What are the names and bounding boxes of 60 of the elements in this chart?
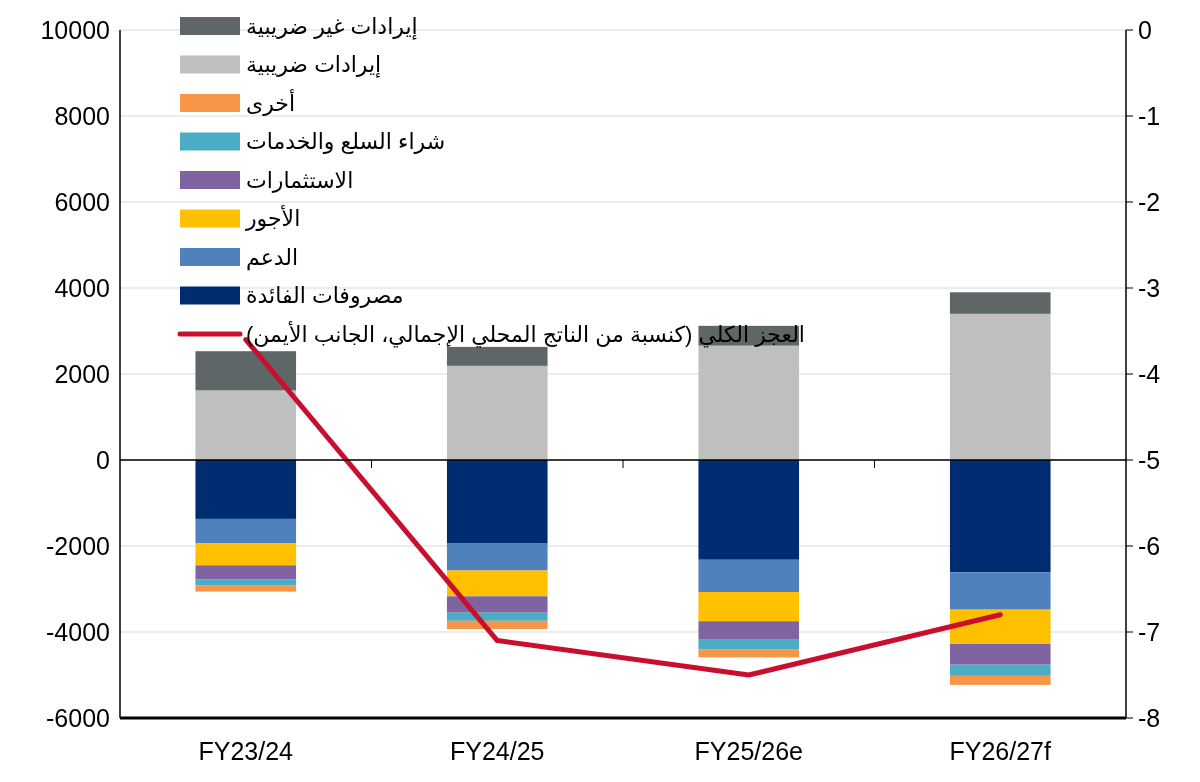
y-tick-label: 4000 — [54, 273, 110, 302]
y2-tick-label: 0 — [1138, 15, 1152, 44]
y2-tick-label: -8 — [1138, 703, 1161, 732]
bar — [195, 390, 297, 460]
x-tick-label: FY23/24 — [198, 737, 294, 765]
bar — [698, 639, 800, 650]
bar — [698, 460, 800, 560]
y-tick-label: -6000 — [46, 703, 110, 732]
bar — [949, 609, 1051, 645]
legend-label: شراء السلع والخدمات — [246, 129, 446, 155]
y-tick-label: 2000 — [54, 359, 110, 388]
bar — [446, 365, 548, 460]
y-tick-label: -2000 — [46, 531, 110, 560]
y2-tick-label: -2 — [1138, 187, 1161, 216]
bar — [949, 664, 1051, 676]
bar — [446, 542, 548, 571]
bar — [195, 351, 297, 391]
y2-tick-label: -6 — [1138, 531, 1161, 560]
bar — [195, 579, 297, 586]
x-tick-label: FY25/26e — [694, 737, 803, 765]
bar — [949, 572, 1051, 610]
y-tick-label: 6000 — [54, 187, 110, 216]
y-tick-label: -4000 — [46, 617, 110, 646]
bar — [446, 460, 548, 543]
bar — [195, 460, 297, 519]
y2-tick-label: -3 — [1138, 273, 1161, 302]
bar — [446, 612, 548, 621]
bar — [949, 313, 1051, 460]
bar — [195, 518, 297, 544]
y-tick-label: 10000 — [40, 15, 110, 44]
bar — [949, 292, 1051, 314]
bar — [446, 620, 548, 629]
y2-tick-label: -5 — [1138, 445, 1161, 474]
x-tick-label: FY24/25 — [449, 737, 545, 765]
bar — [698, 649, 800, 658]
legend-label: الاستثمارات — [246, 167, 354, 193]
legend-label: إيرادات غير ضريبية — [246, 13, 418, 40]
bar — [949, 675, 1051, 685]
bar — [446, 596, 548, 613]
legend-label: الدعم — [246, 244, 299, 271]
legend-label: مصروفات الفائدة — [246, 283, 404, 309]
bar — [446, 346, 548, 366]
y-tick-label: 0 — [96, 445, 110, 474]
bar — [698, 559, 800, 593]
legend-label: إيرادات ضريبية — [246, 52, 382, 79]
legend-label: أخرى — [246, 88, 296, 116]
x-tick-label: FY26/27f — [949, 737, 1052, 765]
bar — [195, 565, 297, 580]
bar — [195, 585, 297, 592]
y2-tick-label: -4 — [1138, 359, 1161, 388]
legend-label: الأجور — [245, 205, 301, 232]
bar — [949, 460, 1051, 573]
y2-tick-label: -1 — [1138, 101, 1161, 130]
bar — [195, 543, 297, 566]
bar — [698, 621, 800, 640]
bar — [698, 592, 800, 622]
bar — [446, 570, 548, 597]
y-tick-label: 8000 — [54, 101, 110, 130]
y2-tick-label: -7 — [1138, 617, 1161, 646]
bar — [949, 644, 1051, 665]
